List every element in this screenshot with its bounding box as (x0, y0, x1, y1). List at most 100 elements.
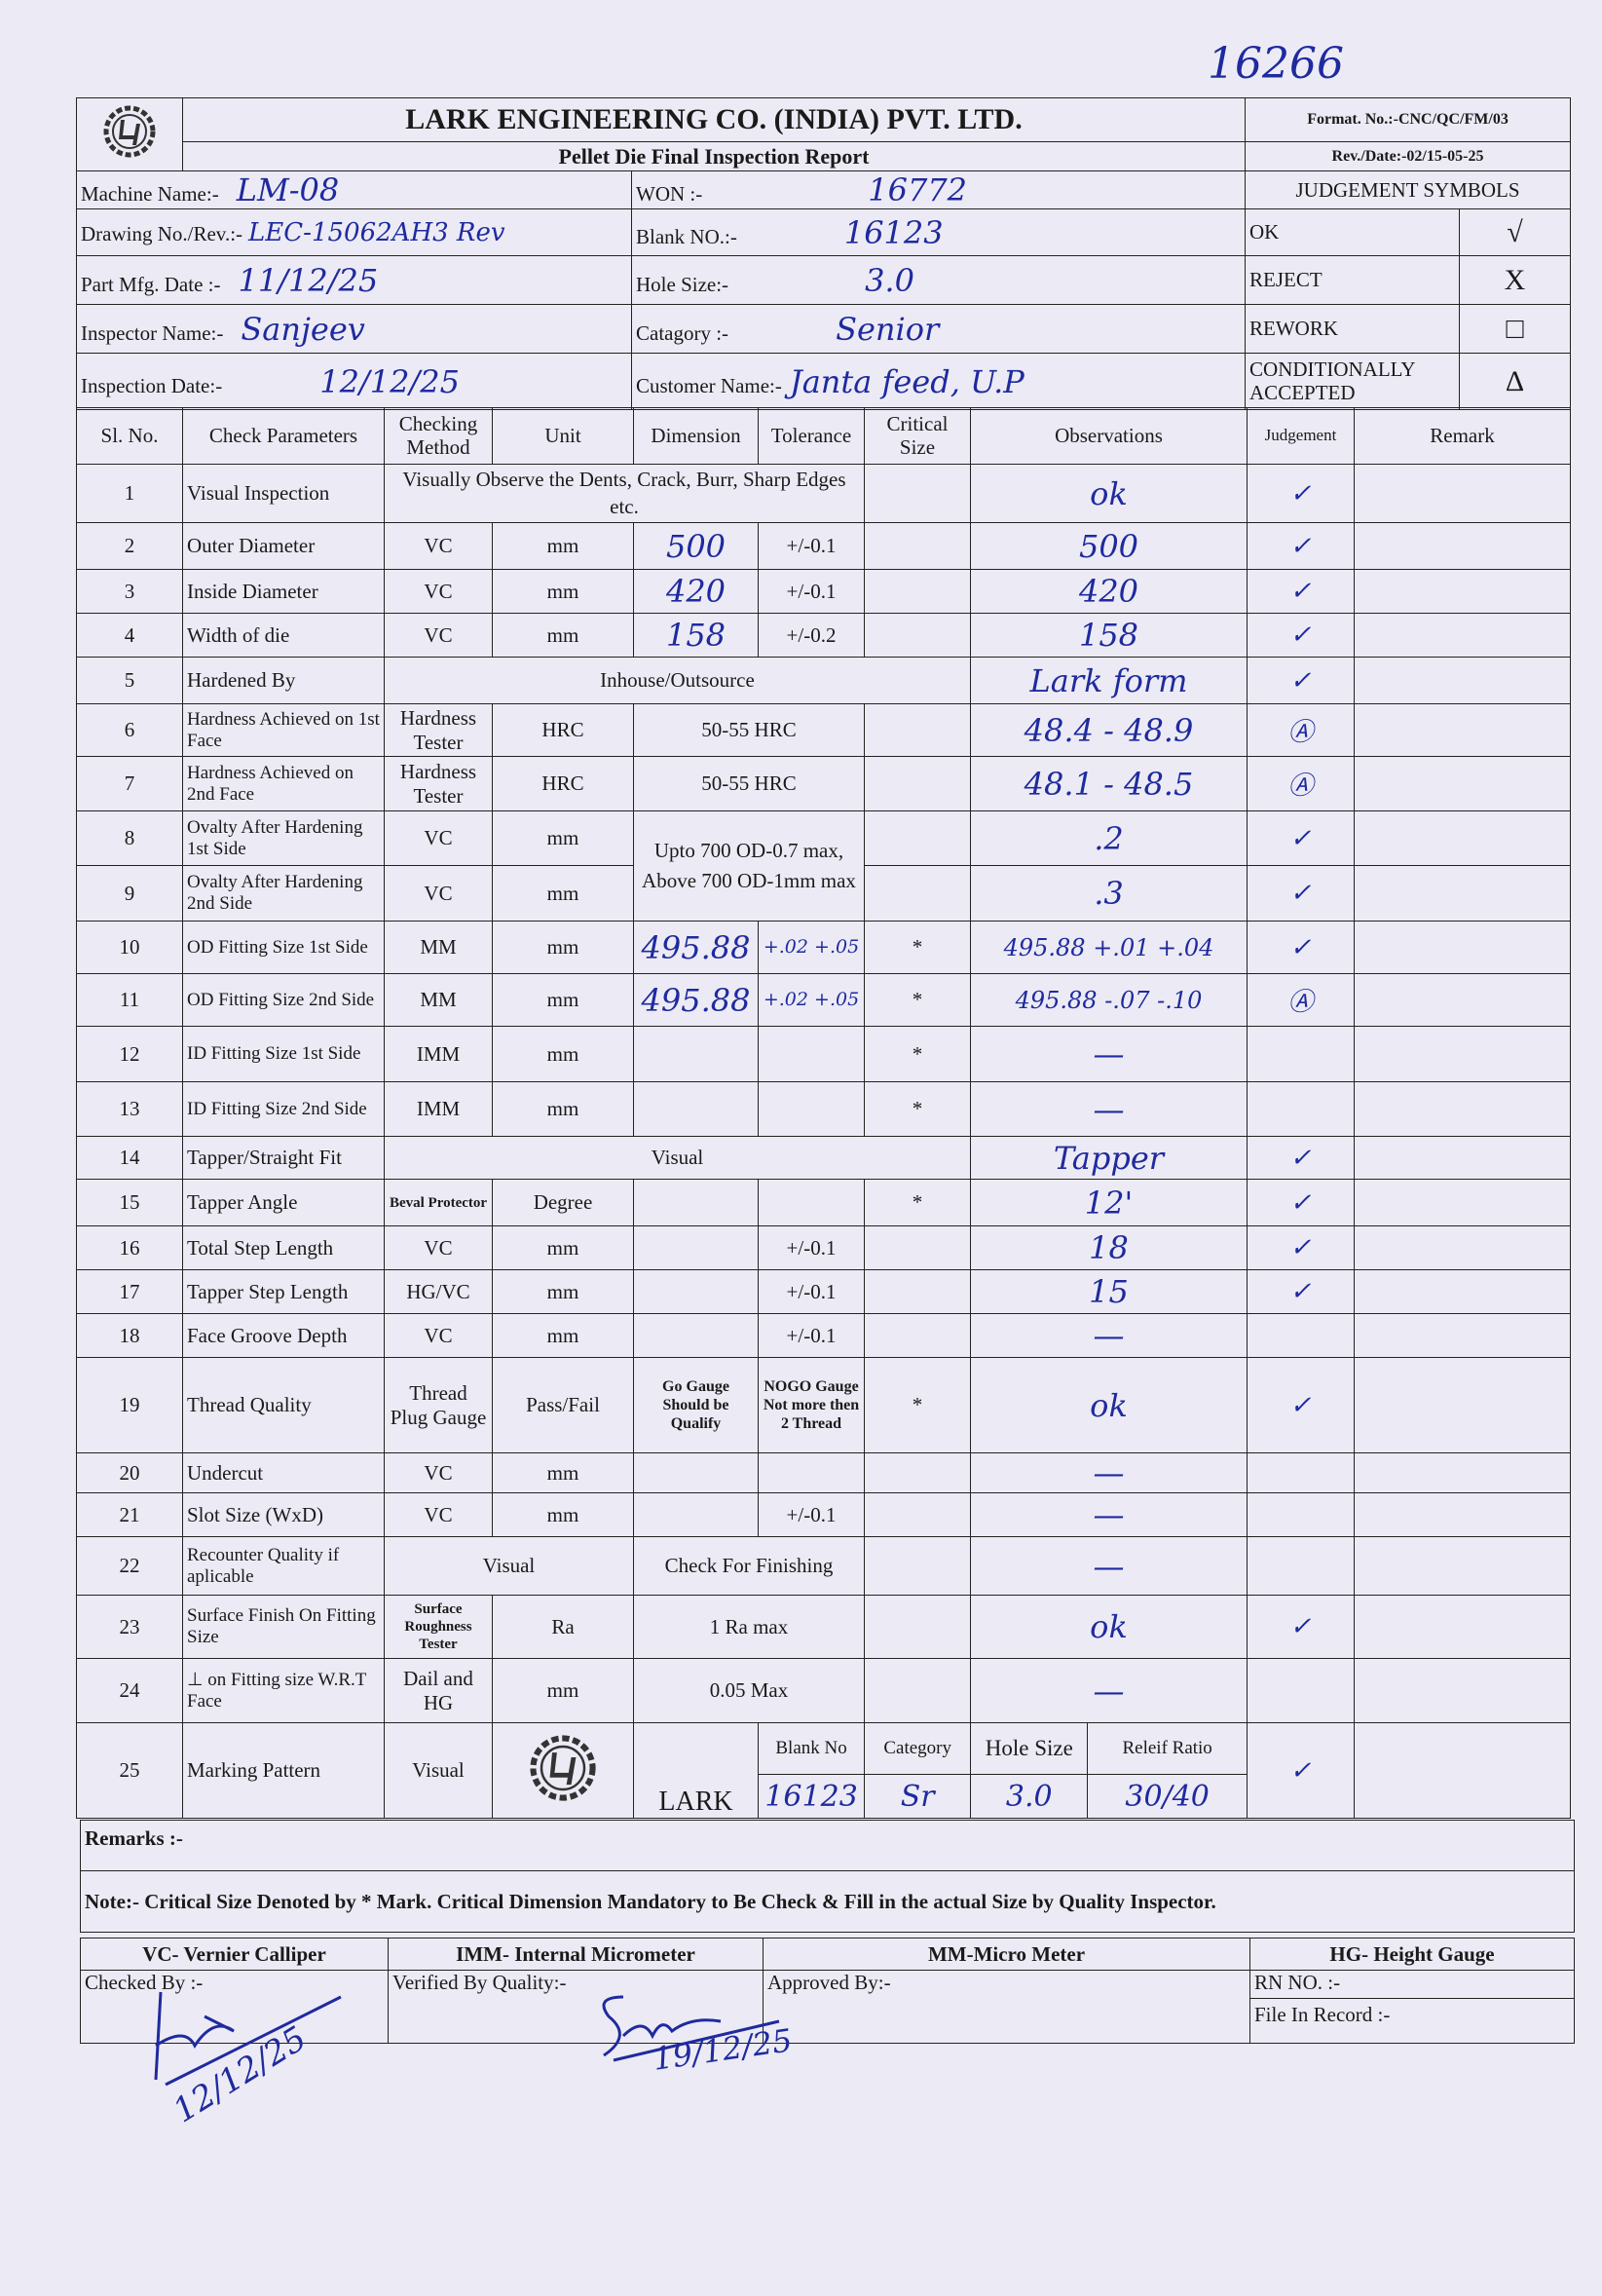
cell-sl: 21 (76, 1492, 183, 1537)
cell-judgement: ✓ (1247, 613, 1355, 658)
cell-observation: .3 (970, 865, 1248, 922)
cell-sl: 1 (76, 464, 183, 523)
cell-method: MM (384, 921, 493, 974)
column-header-observations: Observations (970, 407, 1248, 465)
symbol-label-reject: REJECT (1245, 255, 1461, 305)
cell-parameter: Hardness Achieved on 1st Face (182, 703, 385, 757)
cell-marking: Blank No Category Hole Size Releif Ratio 161… (758, 1722, 1248, 1819)
cell-judgement: ✓ (1247, 522, 1355, 570)
cell-critical (864, 1225, 971, 1270)
cell-parameter: Face Groove Depth (182, 1313, 385, 1358)
cell-observation: — (970, 1492, 1248, 1537)
cell-critical: * (864, 921, 971, 974)
checked-by-field: Checked By :- (80, 1970, 389, 2044)
cell-parameter: Inside Diameter (182, 569, 385, 614)
cell-observation: 495.88 +.01 +.04 (970, 921, 1248, 974)
cell-judgement (1247, 1492, 1355, 1537)
cell-method: VC (384, 613, 493, 658)
legend-vc: VC- Vernier Calliper (80, 1938, 389, 1971)
cell-critical (864, 1313, 971, 1358)
cell-judgement: ✓ (1247, 1722, 1355, 1819)
cell-dimension (633, 1179, 759, 1226)
cell-observation: 15 (970, 1269, 1248, 1314)
cell-sl: 13 (76, 1081, 183, 1137)
cell-remark (1354, 921, 1571, 974)
cell-method: Inhouse/Outsource (384, 657, 971, 704)
column-header-critical-size: Critical Size (864, 407, 971, 465)
cell-unit: Ra (492, 1595, 634, 1659)
cell-remark (1354, 522, 1571, 570)
cell-tolerance: +/-0.1 (758, 1313, 865, 1358)
cell-critical: * (864, 1026, 971, 1082)
cell-critical (864, 569, 971, 614)
table-row: 1 Visual Inspection Visually Observe the D… (76, 464, 1571, 523)
customer-name-field: Customer Name:- Janta feed, U.P (630, 353, 1247, 410)
cell-method: VC (384, 1225, 493, 1270)
cell-parameter: Tapper Step Length (182, 1269, 385, 1314)
cell-critical (864, 1658, 971, 1723)
cell-critical (864, 613, 971, 658)
cell-sl: 8 (76, 810, 183, 866)
cell-parameter: Total Step Length (182, 1225, 385, 1270)
cell-parameter: Undercut (182, 1452, 385, 1493)
table-row: 11 OD Fitting Size 2nd Side MM mm 495.88 +.02… (76, 973, 1571, 1027)
cell-tolerance (758, 1452, 865, 1493)
cell-critical (864, 703, 971, 757)
cell-judgement: Ⓐ (1247, 756, 1355, 811)
inspector-name-field: Inspector Name:- Sanjeev (76, 304, 632, 354)
cell-parameter: Tapper Angle (182, 1179, 385, 1226)
cell-parameter: Outer Diameter (182, 522, 385, 570)
cell-unit: mm (492, 613, 634, 658)
approved-by-field: Approved By:- (763, 1970, 1250, 2044)
cell-remark (1354, 613, 1571, 658)
format-number: Format. No.:-CNC/QC/FM/03 (1245, 97, 1572, 142)
table-header-row: Sl. No. Check Parameters Checking Method Un… (76, 407, 1571, 465)
cell-method: Dail and HG (384, 1658, 493, 1723)
cell-dimension: 50-55 HRC (633, 756, 865, 811)
cell-method: VC (384, 1452, 493, 1493)
table-row: 23 Surface Finish On Fitting Size Surface … (76, 1595, 1571, 1659)
cell-dimension: 50-55 HRC (633, 703, 865, 757)
cell-sl: 20 (76, 1452, 183, 1493)
table-row: 17 Tapper Step Length HG/VC mm +/-0.1 15 ✓ (76, 1269, 1571, 1314)
table-row: 16 Total Step Length VC mm +/-0.1 18 ✓ (76, 1225, 1571, 1270)
checked-by-signature (154, 1991, 342, 2087)
cell-tolerance: +/-0.1 (758, 522, 865, 570)
legend-imm: IMM- Internal Micrometer (388, 1938, 764, 1971)
cell-unit: mm (492, 865, 634, 922)
cell-method: VC (384, 1313, 493, 1358)
cell-critical (864, 756, 971, 811)
table-row: 4 Width of die VC mm 158 +/-0.2 158 ✓ (76, 613, 1571, 658)
cell-critical: * (864, 1179, 971, 1226)
cell-parameter: ID Fitting Size 2nd Side (182, 1081, 385, 1137)
table-row: 25 Marking Pattern Visual LARK Blank No Categ… (76, 1722, 1571, 1819)
cell-remark (1354, 703, 1571, 757)
verified-by-field: Verified By Quality:- (388, 1970, 764, 2044)
cell-remark (1354, 1225, 1571, 1270)
cell-observation: Tapper (970, 1136, 1248, 1180)
cell-tolerance (758, 1081, 865, 1137)
cell-parameter: Tapper/Straight Fit (182, 1136, 385, 1180)
cell-critical (864, 522, 971, 570)
cell-critical (864, 1492, 971, 1537)
cell-observation: 12' (970, 1179, 1248, 1226)
cell-sl: 22 (76, 1536, 183, 1596)
cell-unit: HRC (492, 756, 634, 811)
cell-judgement: ✓ (1247, 921, 1355, 974)
cell-judgement (1247, 1081, 1355, 1137)
column-header-check-parameters: Check Parameters (182, 407, 385, 465)
table-row: 10 OD Fitting Size 1st Side MM mm 495.88 +.02… (76, 921, 1571, 974)
table-row: 15 Tapper Angle Beval Protector Degree * 12' ✓ (76, 1179, 1571, 1226)
marking-header: Blank No (760, 1723, 866, 1774)
cell-unit: mm (492, 1313, 634, 1358)
cell-unit: mm (492, 1658, 634, 1723)
judgement-symbols-title: JUDGEMENT SYMBOLS (1245, 170, 1572, 209)
cell-sl: 12 (76, 1026, 183, 1082)
cell-critical (864, 1269, 971, 1314)
cell-sl: 16 (76, 1225, 183, 1270)
cell-observation: ok (970, 1595, 1248, 1659)
table-row: 8 Ovalty After Hardening 1st Side VC mm Upto… (76, 810, 1571, 922)
cell-remark (1354, 1658, 1571, 1723)
remarks-label: Remarks :- (79, 1820, 1576, 1871)
column-header-remark: Remark (1354, 407, 1571, 465)
